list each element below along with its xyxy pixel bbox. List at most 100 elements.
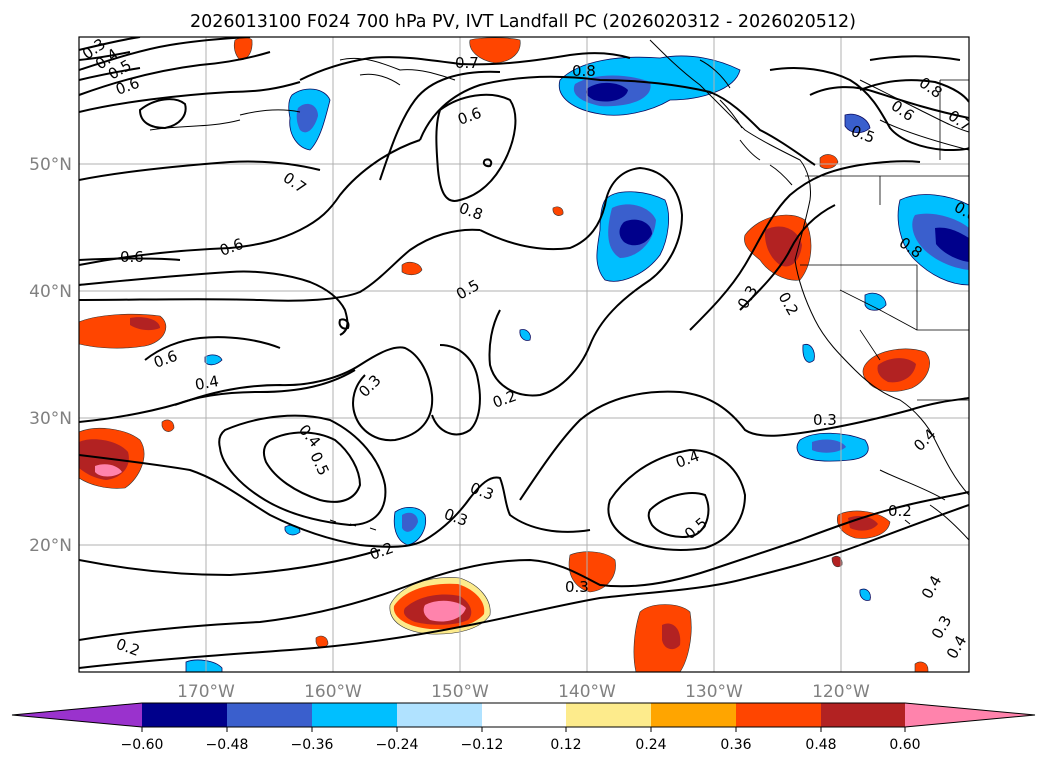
pv-contour-line — [482, 158, 493, 168]
colorbar-segment — [651, 703, 736, 727]
pv-contour-line — [79, 160, 321, 181]
coastlines — [149, 39, 969, 541]
latitude-labels: 50°N 40°N 30°N 20°N — [29, 155, 72, 556]
pv-contour-line — [79, 257, 181, 261]
pv-contour-line — [519, 390, 969, 501]
pv-contour-line — [479, 166, 684, 397]
colorbar-segment — [397, 703, 482, 727]
colorbar-tick-label: −0.24 — [376, 737, 419, 753]
figure-title: 2026013100 F024 700 hPa PV, IVT Landfall… — [190, 12, 856, 32]
colorbar: −0.60 −0.48 −0.36 −0.24 −0.12 0.12 0.24 … — [11, 702, 1036, 753]
pv-contour-line — [379, 70, 501, 181]
lat-label: 20°N — [29, 536, 72, 556]
ivt-positive-patch — [764, 226, 802, 267]
ivt-negative-patch — [812, 439, 846, 453]
colorbar-segment — [312, 703, 397, 727]
pv-contour-line — [79, 504, 969, 669]
border-line — [839, 289, 918, 361]
ivt-negative-patch — [802, 343, 815, 363]
ivt-negative-patch — [859, 588, 871, 601]
coastline-segment — [879, 469, 969, 541]
ivt-positive-patch — [161, 419, 175, 432]
lat-label: 50°N — [29, 155, 72, 175]
pv-contour-line — [739, 204, 836, 311]
pv-contour-line — [689, 160, 921, 331]
contour-label: 0.4 — [194, 372, 221, 394]
pv-contour-line — [338, 318, 350, 330]
political-borders — [800, 79, 969, 401]
pv-contour-line — [79, 81, 301, 113]
colorbar-tick-label: −0.12 — [461, 737, 504, 753]
ivt-negative-patch — [296, 103, 318, 133]
colorbar-segment — [736, 703, 821, 727]
pv-contour-line — [859, 55, 969, 103]
colorbar-tick-label: 0.36 — [720, 737, 751, 753]
lon-label: 130°W — [685, 682, 743, 702]
ivt-positive-patch — [423, 600, 466, 622]
contour-label: 0.3 — [813, 411, 837, 429]
pv-contour-line — [262, 431, 362, 503]
pv-contour-line — [769, 67, 969, 152]
ivt-positive-patch — [401, 261, 423, 276]
pv-contour-line — [435, 93, 517, 202]
pv-contour-line — [419, 75, 816, 166]
colorbar-tick-label: 0.12 — [550, 737, 581, 753]
map-frame — [78, 36, 970, 673]
pv-contour-line — [138, 98, 187, 130]
pv-contour-line — [174, 369, 356, 406]
colorbar-tick-label: 0.24 — [635, 737, 666, 753]
contour-label: 0.3 — [565, 578, 589, 596]
contour-label: 0.8 — [572, 62, 596, 80]
pv-contour-line — [79, 51, 141, 81]
colorbar-segment — [142, 703, 227, 727]
lon-label: 160°W — [304, 682, 362, 702]
pv-contour-line — [79, 270, 349, 336]
pv-contour-line — [431, 344, 481, 436]
ivt-negative-patch — [402, 512, 418, 532]
ivt-positive-patch — [552, 206, 564, 216]
ivt-positive-patch — [469, 37, 521, 64]
map-panel: 0.3 0.4 0.5 0.6 0.7 0.8 0.6 0.7 0.8 0.6 … — [78, 36, 970, 673]
pv-contour-line — [607, 448, 747, 551]
ivt-shading — [79, 37, 969, 672]
ivt-negative-patch — [204, 354, 223, 366]
colorbar-tick-label: −0.60 — [121, 737, 164, 753]
border-line — [800, 176, 969, 331]
lat-label: 40°N — [29, 282, 72, 302]
contour-label: 0.2 — [888, 502, 912, 520]
pv-contour-line — [79, 51, 271, 96]
pv-contour-line — [218, 414, 387, 527]
ivt-positive-patch — [831, 555, 843, 568]
pv-contour-line — [647, 492, 710, 538]
ivt-positive-patch — [819, 154, 839, 169]
colorbar-segment — [821, 703, 905, 727]
colorbar-tick-label: −0.36 — [291, 737, 334, 753]
colorbar-tick-label: 0.48 — [805, 737, 836, 753]
colorbar-extend-high — [905, 703, 1035, 727]
graticule — [79, 37, 969, 672]
contour-label: 0.7 — [455, 54, 479, 72]
ivt-negative-patch — [586, 82, 628, 102]
colorbar-ticks — [141, 727, 906, 732]
pv-contours — [79, 37, 969, 669]
ivt-positive-patch — [130, 317, 160, 331]
pv-contour-line — [79, 37, 141, 51]
ivt-positive-patch — [568, 551, 616, 593]
coastline-segment — [699, 59, 793, 186]
colorbar-extend-low — [12, 703, 142, 727]
map-background — [79, 37, 969, 672]
ivt-negative-patch — [519, 329, 531, 341]
ivt-positive-patch — [662, 623, 681, 650]
ivt-positive-patch — [95, 464, 122, 477]
ivt-negative-patch — [844, 113, 871, 134]
lat-label: 30°N — [29, 409, 72, 429]
pv-contour-line — [809, 86, 969, 119]
contour-label: 0.6 — [120, 248, 144, 266]
ivt-positive-patch — [79, 313, 167, 349]
pv-contour-line — [79, 37, 251, 71]
ivt-positive-patch — [315, 635, 329, 648]
lon-label: 150°W — [431, 682, 489, 702]
colorbar-segment — [482, 703, 566, 727]
lon-label: 120°W — [812, 682, 870, 702]
pv-contour-line — [144, 336, 281, 361]
